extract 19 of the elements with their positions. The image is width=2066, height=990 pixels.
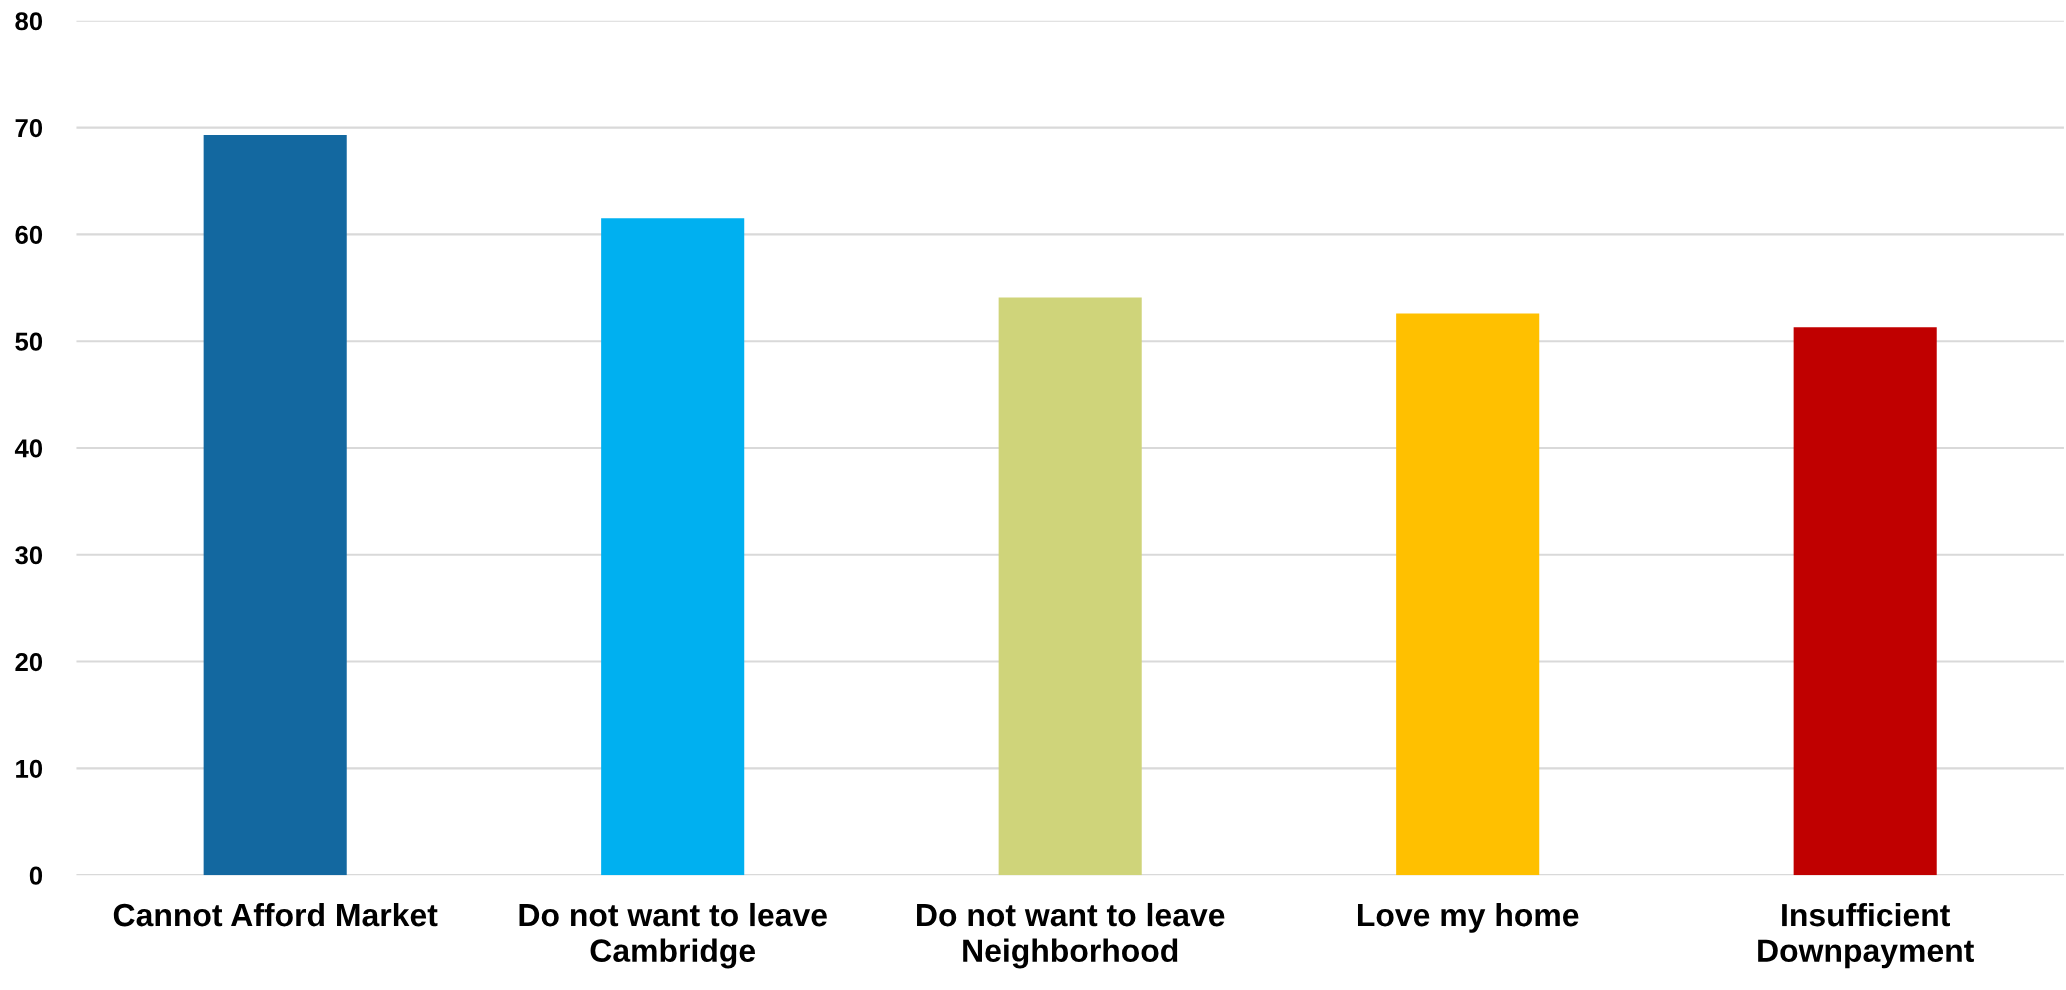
x-tick-label: Do not want to leave Neighborhood [917, 902, 1225, 969]
y-tick-label: 40 [14, 439, 43, 458]
y-tick-label: 10 [16, 759, 43, 778]
bar [1396, 313, 1540, 876]
y-tick-label: 30 [15, 546, 43, 565]
y-tick-label: 20 [15, 652, 43, 672]
x-tick-label: Insufficient Downpayment [1758, 902, 1974, 969]
bar [998, 297, 1142, 876]
y-tick-label: 50 [15, 332, 43, 351]
x-tick-label: Do not want to leave Cambridge [519, 902, 827, 969]
y-tick-label: 60 [15, 225, 43, 244]
y-tick-label: 80 [15, 12, 43, 31]
y-tick-label: 70 [15, 118, 43, 138]
bar [1793, 327, 1937, 876]
bar [601, 218, 745, 876]
bar [203, 135, 347, 876]
x-tick-label: Cannot Afford Market [113, 902, 438, 927]
x-tick-label: Love my home [1357, 902, 1579, 933]
y-tick-label: 0 [29, 866, 43, 885]
